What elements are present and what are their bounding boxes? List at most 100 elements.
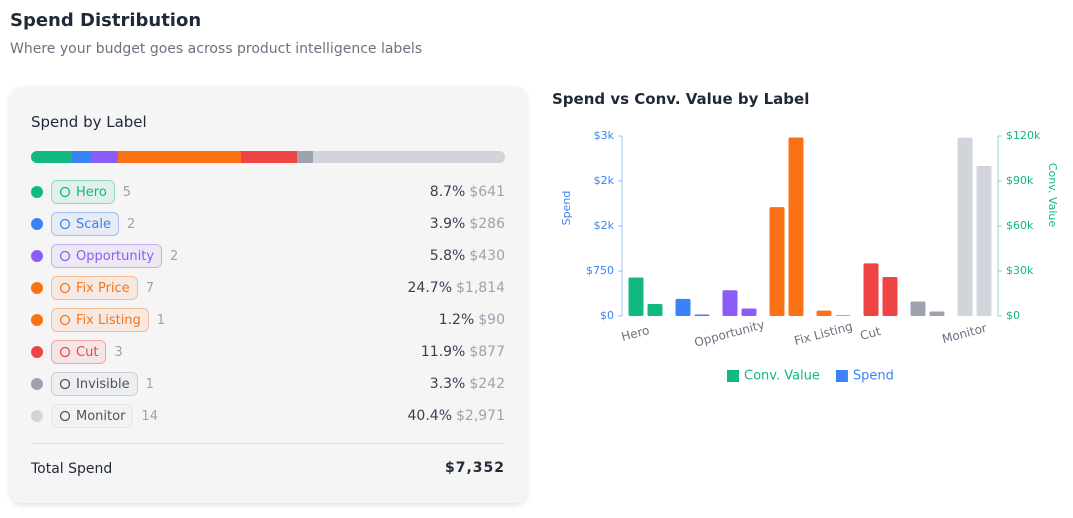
share-segment bbox=[312, 151, 505, 163]
bar bbox=[863, 263, 879, 316]
legend-label: Spend bbox=[853, 369, 894, 384]
label-amount: $242 bbox=[469, 376, 505, 392]
label-share: 5.8% bbox=[429, 248, 466, 264]
label-amount: $877 bbox=[469, 344, 505, 360]
bar bbox=[769, 207, 785, 316]
color-dot bbox=[31, 410, 43, 422]
label-row: Cut 3 11.9% $877 bbox=[31, 339, 505, 365]
label-pill: Scale bbox=[51, 212, 119, 236]
page-subtitle: Where your budget goes across product in… bbox=[10, 41, 423, 57]
label-name: Fix Price bbox=[76, 280, 130, 296]
label-row: Scale 2 3.9% $286 bbox=[31, 211, 505, 237]
y-axis-title: Spend bbox=[560, 191, 573, 226]
label-share: 11.9% bbox=[420, 344, 466, 360]
label-name: Fix Listing bbox=[76, 312, 141, 328]
color-dot bbox=[31, 314, 43, 326]
label-count: 14 bbox=[141, 408, 158, 424]
label-name: Cut bbox=[76, 344, 99, 360]
y2-tick-label: $0 bbox=[1006, 309, 1020, 322]
share-segment bbox=[235, 151, 241, 163]
share-segment bbox=[240, 151, 298, 163]
label-icon bbox=[59, 218, 71, 230]
label-name: Invisible bbox=[76, 376, 130, 392]
label-row: Opportunity 2 5.8% $430 bbox=[31, 243, 505, 269]
total-value: $7,352 bbox=[444, 460, 505, 476]
label-row: Hero 5 8.7% $641 bbox=[31, 179, 505, 205]
x-tick-label: Hero bbox=[620, 323, 651, 344]
label-pill: Fix Price bbox=[51, 276, 138, 300]
color-dot bbox=[31, 218, 43, 230]
y2-tick-label: $90k bbox=[1006, 174, 1034, 187]
label-amount: $430 bbox=[469, 248, 505, 264]
color-dot bbox=[31, 250, 43, 262]
label-amount: $2,971 bbox=[456, 408, 505, 424]
bar bbox=[835, 315, 851, 316]
bar bbox=[957, 137, 973, 316]
label-share: 24.7% bbox=[407, 280, 452, 296]
label-icon bbox=[59, 282, 71, 294]
chart-title: Spend vs Conv. Value by Label bbox=[552, 90, 810, 108]
bar bbox=[929, 311, 945, 316]
bar bbox=[910, 301, 926, 316]
stacked-share-bar bbox=[31, 151, 505, 163]
label-amount: $90 bbox=[478, 312, 505, 328]
label-row: Fix Listing 1 1.2% $90 bbox=[31, 307, 505, 333]
bar bbox=[722, 290, 738, 316]
label-name: Opportunity bbox=[76, 248, 155, 264]
label-icon bbox=[59, 186, 71, 198]
label-icon bbox=[59, 410, 71, 422]
share-segment bbox=[31, 151, 73, 163]
color-dot bbox=[31, 282, 43, 294]
label-count: 2 bbox=[170, 248, 179, 264]
bar bbox=[647, 304, 663, 316]
share-segment bbox=[297, 151, 313, 163]
label-share: 8.7% bbox=[429, 184, 466, 200]
page-title: Spend Distribution bbox=[10, 10, 202, 31]
bar bbox=[788, 137, 804, 316]
share-segment bbox=[90, 151, 119, 163]
y-tick-label: $3k bbox=[594, 129, 615, 142]
share-segment bbox=[118, 151, 236, 163]
color-dot bbox=[31, 378, 43, 390]
label-pill: Cut bbox=[51, 340, 107, 364]
legend-swatch bbox=[727, 370, 739, 382]
label-icon bbox=[59, 378, 71, 390]
y-tick-label: $750 bbox=[586, 264, 614, 277]
label-amount: $286 bbox=[469, 216, 505, 232]
x-tick-label: Fix Listing bbox=[793, 319, 854, 348]
label-count: 5 bbox=[122, 184, 132, 200]
label-row: Invisible 1 3.3% $242 bbox=[31, 371, 505, 397]
color-dot bbox=[31, 346, 43, 358]
label-pill: Hero bbox=[51, 180, 115, 204]
label-amount: $1,814 bbox=[456, 280, 505, 296]
label-share: 40.4% bbox=[407, 408, 452, 424]
bar bbox=[882, 277, 898, 316]
label-row: Fix Price 7 24.7% $1,814 bbox=[31, 275, 505, 301]
label-share: 3.9% bbox=[429, 216, 466, 232]
label-card: Spend by Label Total Spend $7,352 Hero 5 8… bbox=[10, 87, 527, 503]
color-dot bbox=[31, 186, 43, 198]
label-share: 3.3% bbox=[429, 376, 466, 392]
bar bbox=[675, 298, 691, 316]
y2-tick-label: $60k bbox=[1006, 219, 1034, 232]
label-name: Hero bbox=[76, 184, 107, 200]
y-tick-label: $0 bbox=[600, 309, 614, 322]
label-pill: Opportunity bbox=[51, 244, 163, 268]
label-pill: Invisible bbox=[51, 372, 138, 396]
label-count: 1 bbox=[156, 312, 166, 328]
bar bbox=[628, 277, 644, 316]
share-segment bbox=[72, 151, 91, 163]
divider bbox=[31, 443, 505, 444]
label-row: Monitor 14 40.4% $2,971 bbox=[31, 403, 505, 429]
y-tick-label: $2k bbox=[594, 219, 615, 232]
bar bbox=[976, 166, 992, 316]
bar bbox=[741, 308, 757, 316]
x-tick-label: Cut bbox=[859, 324, 883, 343]
label-count: 2 bbox=[126, 216, 136, 232]
label-name: Monitor bbox=[76, 408, 126, 424]
legend-label: Conv. Value bbox=[744, 369, 820, 384]
bar bbox=[694, 314, 710, 316]
y2-tick-label: $30k bbox=[1006, 264, 1034, 277]
total-label: Total Spend bbox=[31, 461, 113, 477]
